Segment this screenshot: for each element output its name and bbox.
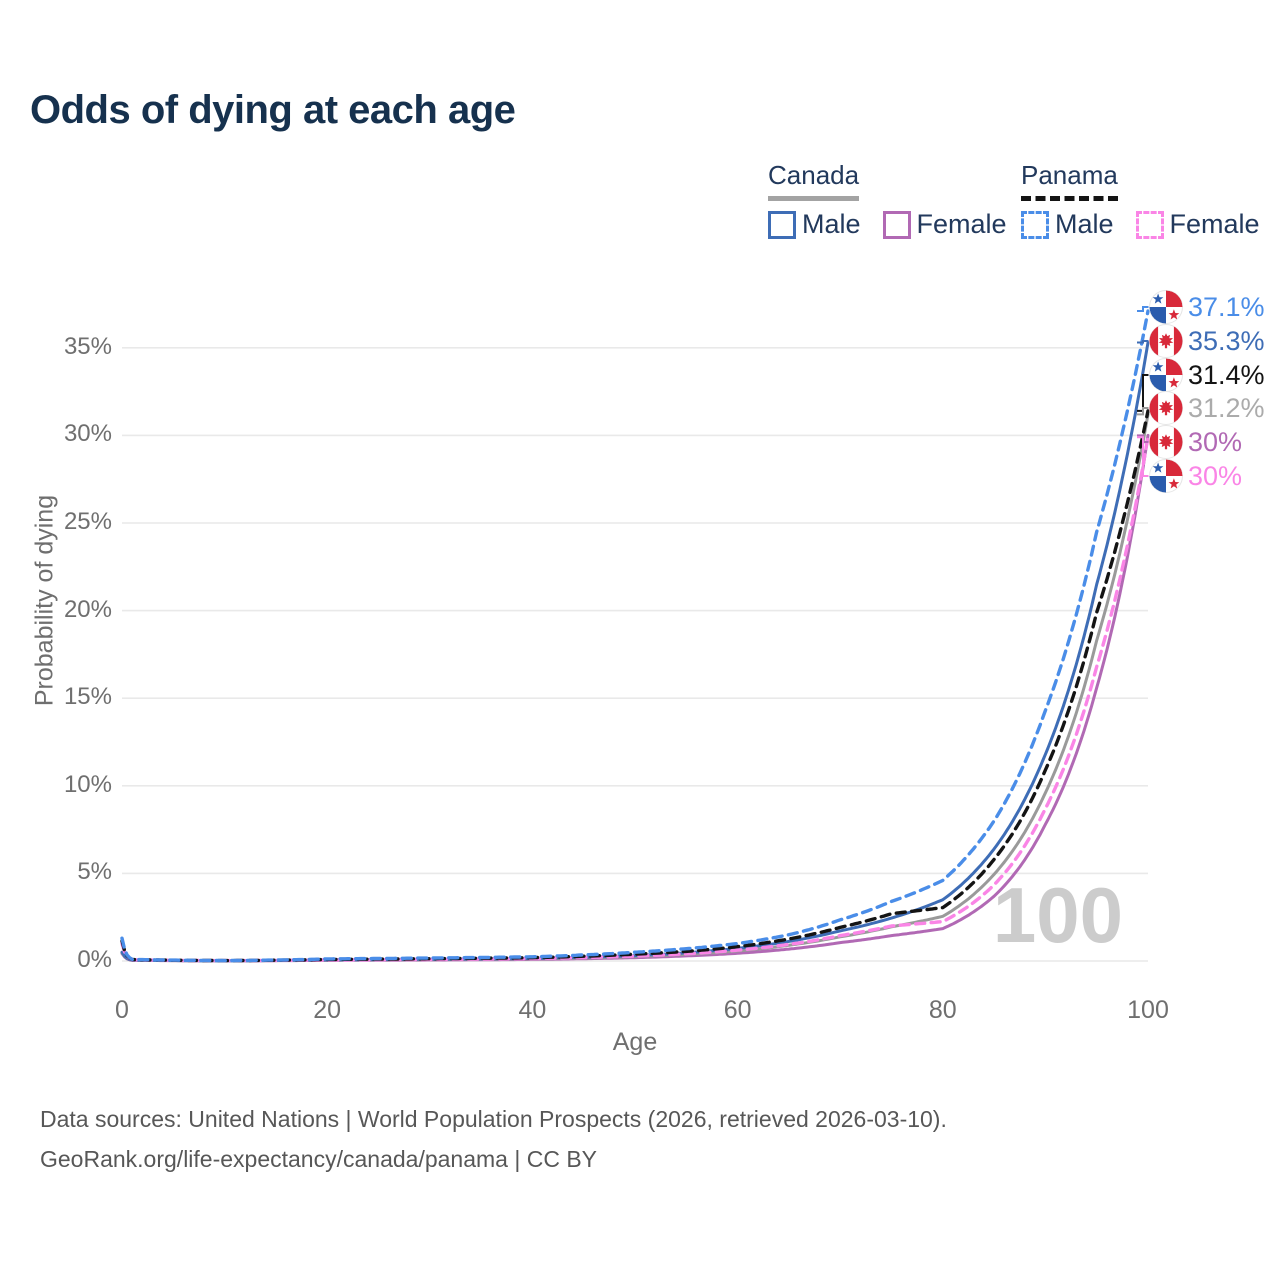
x-tick-label: 80	[928, 996, 957, 1024]
canada-flag-icon	[1149, 324, 1183, 358]
end-label-canada-combined[interactable]: 31.2%	[1188, 393, 1265, 423]
end-label-panama-combined[interactable]: 31.4%	[1188, 360, 1265, 390]
y-tick-label: 35%	[63, 332, 112, 360]
legend-items-row: Male Female	[1021, 209, 1280, 240]
page-title: Odds of dying at each age	[30, 88, 516, 132]
legend-swatch-canada-male[interactable]	[768, 210, 796, 239]
end-label-leader-lines	[1137, 306, 1149, 477]
x-tick-label: 100	[1127, 996, 1169, 1024]
end-label-panama-male[interactable]: 37.1%	[1188, 292, 1265, 322]
legend-group-panama: Panama Male Female	[1021, 160, 1280, 240]
panama-flag-icon	[1149, 358, 1183, 392]
footer-data-sources: Data sources: United Nations | World Pop…	[40, 1106, 947, 1132]
canada-flag-icon	[1149, 425, 1183, 459]
legend-swatch-panama-male[interactable]	[1021, 210, 1049, 239]
leader-line-panama-combined	[1137, 374, 1149, 412]
y-tick-label: 10%	[63, 770, 112, 798]
legend-group-canada: Canada Male Female	[768, 160, 1029, 240]
canada-flag-icon	[1149, 391, 1183, 425]
legend-group-label-panama[interactable]: Panama	[1021, 160, 1118, 201]
y-tick-label: 15%	[63, 683, 112, 711]
legend-label-panama-female[interactable]: Female	[1169, 209, 1260, 239]
legend-label-canada-male[interactable]: Male	[802, 209, 861, 239]
series-line-panama-male[interactable]	[120, 309, 1150, 963]
y-tick-label: 20%	[63, 595, 112, 623]
x-tick-label: 40	[518, 996, 547, 1024]
legend-items-row: Male Female	[768, 209, 1029, 240]
y-axis-label: Probability of dying	[30, 494, 59, 707]
y-tick-label: 5%	[77, 858, 112, 886]
y-tick-label: 0%	[77, 946, 112, 973]
legend-label-panama-male[interactable]: Male	[1055, 209, 1114, 239]
hover-age-watermark: 100	[993, 871, 1123, 959]
x-axis-label: Age	[612, 1028, 658, 1056]
series-lines	[120, 309, 1150, 963]
leader-line-canada-male	[1137, 340, 1149, 344]
series-line-panama-combined[interactable]	[120, 409, 1150, 963]
footer-attribution: GeoRank.org/life-expectancy/canada/panam…	[40, 1146, 597, 1172]
end-label-flags	[1149, 290, 1183, 493]
x-tick-label: 20	[313, 996, 342, 1024]
x-tick-label: 60	[723, 996, 752, 1024]
end-label-panama-female[interactable]: 30%	[1188, 461, 1243, 491]
legend-swatch-panama-female[interactable]	[1135, 210, 1164, 239]
y-tick-label: 30%	[63, 420, 112, 448]
legend-swatch-canada-female[interactable]	[882, 210, 911, 239]
panama-flag-icon	[1149, 290, 1183, 324]
end-label-canada-female[interactable]: 30%	[1188, 427, 1243, 457]
leader-line-canada-combined	[1137, 407, 1149, 416]
end-label-canada-male[interactable]: 35.3%	[1188, 326, 1265, 356]
y-tick-label: 25%	[63, 508, 112, 535]
leader-line-panama-female	[1137, 436, 1149, 477]
leader-line-panama-male	[1137, 306, 1149, 312]
legend-group-label-canada[interactable]: Canada	[768, 160, 860, 201]
panama-flag-icon	[1149, 459, 1183, 493]
x-tick-label: 0	[115, 996, 129, 1024]
legend-label-canada-female[interactable]: Female	[916, 209, 1007, 239]
gridlines	[122, 346, 1148, 962]
